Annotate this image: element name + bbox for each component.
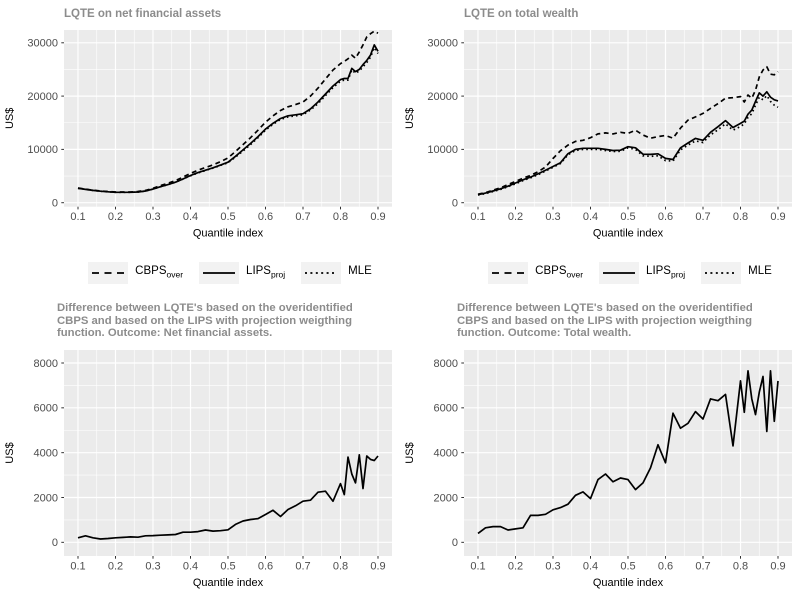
x-tick-label: 0.8 <box>733 211 748 223</box>
x-tick-label: 0.3 <box>545 561 560 573</box>
x-axis-title: Quantile index <box>193 577 264 589</box>
chart-title-lqte-total-wealth: LQTE on total wealth <box>464 8 579 20</box>
x-tick-label: 0.1 <box>470 211 485 223</box>
dotted-line-key-icon <box>301 261 342 284</box>
x-tick-label: 0.5 <box>620 561 635 573</box>
x-axis-title: Quantile index <box>193 228 264 240</box>
y-tick-label: 2000 <box>434 492 458 504</box>
legend-item-cbps: CBPSover <box>488 261 584 284</box>
series-line-CBPS_minus_LIPS <box>77 454 379 540</box>
x-axis-title: Quantile index <box>593 577 664 589</box>
x-tick-label: 0.6 <box>258 211 273 223</box>
legend-item-mle: MLE <box>301 261 372 284</box>
y-tick-label: 4000 <box>34 447 58 459</box>
x-axis-title: Quantile index <box>593 228 664 240</box>
series-line-CBPS_over <box>477 65 779 196</box>
x-tick-label: 0.8 <box>333 561 348 573</box>
y-axis-title: US$ <box>404 442 416 463</box>
legend-item-lips: LIPSproj <box>199 261 286 284</box>
y-axis-title: US$ <box>4 442 16 463</box>
y-tick-label: 20000 <box>27 91 58 103</box>
x-tick-label: 0.6 <box>258 561 273 573</box>
x-tick-label: 0.6 <box>658 561 673 573</box>
y-tick-label: 10000 <box>427 144 458 156</box>
series-line-LIPS_proj <box>477 90 779 196</box>
x-tick-label: 0.3 <box>145 211 160 223</box>
x-tick-label: 0.2 <box>108 211 123 223</box>
x-tick-label: 0.5 <box>220 211 235 223</box>
x-tick-label: 0.5 <box>220 561 235 573</box>
y-tick-label: 0 <box>452 198 458 210</box>
x-tick-label: 0.3 <box>145 561 160 573</box>
legend-item-cbps: CBPSover <box>88 261 184 284</box>
y-tick-label: 10000 <box>27 144 58 156</box>
dashed-line-key-icon <box>88 261 129 284</box>
dotted-line-key-icon <box>701 261 742 284</box>
column-total-wealth: LQTE on total wealth 0.1 0.2 0.3 0.4 0.5 0.6 0… <box>400 0 800 600</box>
x-tick-label: 0.4 <box>583 561 598 573</box>
column-net-financial-assets: LQTE on net financial assets 0.1 0.2 0.3 0.… <box>0 8 400 589</box>
legend-label-mle: MLE <box>348 265 372 278</box>
x-tick-label: 0.5 <box>620 211 635 223</box>
x-tick-label: 0.7 <box>295 211 310 223</box>
legend: CBPSover LIPSproj MLE <box>0 250 400 295</box>
chart-title-diff-net-assets: Difference between LQTE's based on the o… <box>57 302 353 339</box>
x-tick-label: 0.8 <box>333 211 348 223</box>
x-tick-label: 0.9 <box>770 561 785 573</box>
chart-title-diff-total-wealth: Difference between LQTE's based on the o… <box>457 302 753 339</box>
y-tick-label: 4000 <box>434 447 458 459</box>
y-tick-label: 2000 <box>34 492 58 504</box>
chart-title-lqte-net-assets: LQTE on net financial assets <box>64 8 222 20</box>
series-line-CBPS_minus_LIPS <box>477 369 779 535</box>
x-tick-label: 0.2 <box>108 561 123 573</box>
chart-diff-net-assets: 0.1 0.2 0.3 0.4 0.5 0.6 0.7 0.8 0.9 0 2000 4000 6000… <box>4 350 392 589</box>
y-tick-label: 0 <box>52 198 58 210</box>
legend-label-cbps: CBPSover <box>535 265 584 280</box>
chart-diff-total-wealth: 0.1 0.2 0.3 0.4 0.5 0.6 0.7 0.8 0.9 0 2000 4000 6000… <box>404 350 792 589</box>
y-tick-label: 8000 <box>34 358 58 370</box>
y-tick-label: 0 <box>52 537 58 549</box>
legend-item-mle: MLE <box>701 261 772 284</box>
y-tick-label: 6000 <box>34 403 58 415</box>
y-tick-label: 20000 <box>427 91 458 103</box>
x-tick-label: 0.1 <box>70 211 85 223</box>
x-tick-label: 0.7 <box>695 561 710 573</box>
y-tick-label: 30000 <box>27 38 58 50</box>
x-tick-label: 0.6 <box>658 211 673 223</box>
x-tick-label: 0.4 <box>183 561 198 573</box>
x-tick-label: 0.1 <box>70 561 85 573</box>
x-tick-label: 0.9 <box>770 211 785 223</box>
x-tick-label: 0.3 <box>545 211 560 223</box>
y-axis-title: US$ <box>4 108 16 129</box>
chart-lqte-net-assets: 0.1 0.2 0.3 0.4 0.5 0.6 0.7 0.8 0.9 0 10000 20000 30… <box>4 30 392 240</box>
legend: CBPSover LIPSproj MLE <box>400 250 800 295</box>
x-tick-label: 0.4 <box>183 211 198 223</box>
y-tick-label: 6000 <box>434 403 458 415</box>
legend-label-cbps: CBPSover <box>135 265 184 280</box>
legend-label-mle: MLE <box>748 265 772 278</box>
x-tick-label: 0.7 <box>295 561 310 573</box>
x-tick-label: 0.4 <box>583 211 598 223</box>
y-tick-label: 30000 <box>427 38 458 50</box>
x-tick-label: 0.2 <box>508 211 523 223</box>
x-tick-label: 0.2 <box>508 561 523 573</box>
legend-label-lips: LIPSproj <box>646 265 686 280</box>
y-axis-title: US$ <box>404 108 416 129</box>
y-tick-label: 0 <box>452 537 458 549</box>
x-tick-label: 0.1 <box>470 561 485 573</box>
x-tick-label: 0.7 <box>695 211 710 223</box>
y-tick-label: 8000 <box>434 358 458 370</box>
legend-item-lips: LIPSproj <box>599 261 686 284</box>
solid-line-key-icon <box>199 261 240 284</box>
legend-label-lips: LIPSproj <box>246 265 286 280</box>
chart-lqte-total-wealth: 0.1 0.2 0.3 0.4 0.5 0.6 0.7 0.8 0.9 0 10000 20000 30… <box>404 30 792 240</box>
dashed-line-key-icon <box>488 261 529 284</box>
x-tick-label: 0.9 <box>370 561 385 573</box>
solid-line-key-icon <box>599 261 640 284</box>
x-tick-label: 0.8 <box>733 561 748 573</box>
x-tick-label: 0.9 <box>370 211 385 223</box>
series-line-MLE <box>77 46 379 194</box>
